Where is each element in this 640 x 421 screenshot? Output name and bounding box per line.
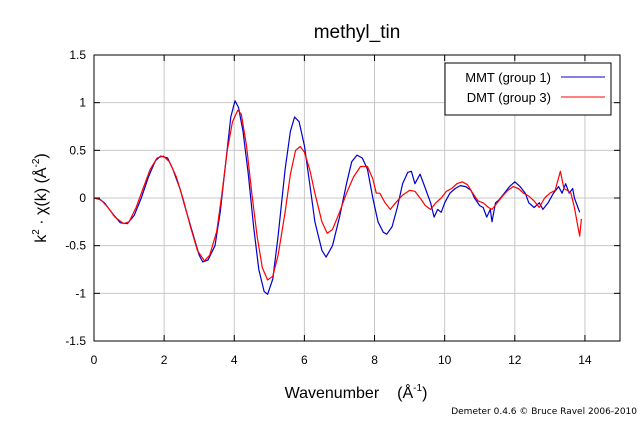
x-tick-label: 12 — [508, 353, 522, 367]
x-tick-label: 4 — [231, 353, 238, 367]
x-tick-label: 2 — [161, 353, 168, 367]
tick-labels: 0 2 4 6 8 10 12 14 -1.5 -1 -0.5 0 0.5 1 1.5 — [65, 48, 592, 367]
chart-title: methyl_tin — [314, 22, 401, 43]
x-tick-label: 6 — [301, 353, 308, 367]
series-line-mmt — [93, 100, 581, 295]
y-tick-label: 0.5 — [69, 143, 86, 157]
y-tick-label: -1 — [75, 286, 86, 300]
legend-label-mmt: MMT (group 1) — [465, 70, 551, 85]
y-axis-label-mid: · χ(k) (Å — [31, 167, 50, 229]
ticks — [93, 54, 620, 342]
x-tick-label: 10 — [438, 353, 452, 367]
legend-box — [444, 62, 612, 116]
series-line-dmt — [93, 109, 582, 281]
y-axis-label-ksup: 2 — [31, 229, 42, 235]
x-tick-label: 0 — [91, 353, 98, 367]
x-axis-label-sup: -1 — [413, 383, 422, 394]
footer-credit: Demeter 0.4.6 © Bruce Ravel 2006-2010 — [451, 407, 637, 417]
x-axis-label-base: Wavenumber — [285, 385, 380, 402]
y-axis-label-close: ) — [33, 153, 50, 158]
legend-label-dmt: DMT (group 3) — [467, 90, 551, 105]
series-group — [93, 100, 582, 295]
x-axis-label-paren: (Å — [397, 383, 413, 402]
y-axis-label-sup: -2 — [31, 158, 42, 167]
y-tick-label: 1 — [79, 96, 86, 110]
y-tick-label: -0.5 — [65, 239, 86, 253]
y-tick-label: 0 — [79, 191, 86, 205]
x-tick-label: 8 — [371, 353, 378, 367]
x-axis-label-close: ) — [422, 385, 427, 402]
y-axis-label: k2 · χ(k) (Å-2) — [31, 153, 50, 243]
x-tick-label: 14 — [578, 353, 592, 367]
y-axis-label-k: k — [33, 234, 50, 243]
legend: MMT (group 1) DMT (group 3) — [444, 62, 612, 116]
grid — [94, 55, 620, 341]
y-tick-label: 1.5 — [69, 48, 86, 62]
y-tick-label: -1.5 — [65, 334, 86, 348]
x-axis-label: Wavenumber (Å-1) — [285, 383, 428, 402]
